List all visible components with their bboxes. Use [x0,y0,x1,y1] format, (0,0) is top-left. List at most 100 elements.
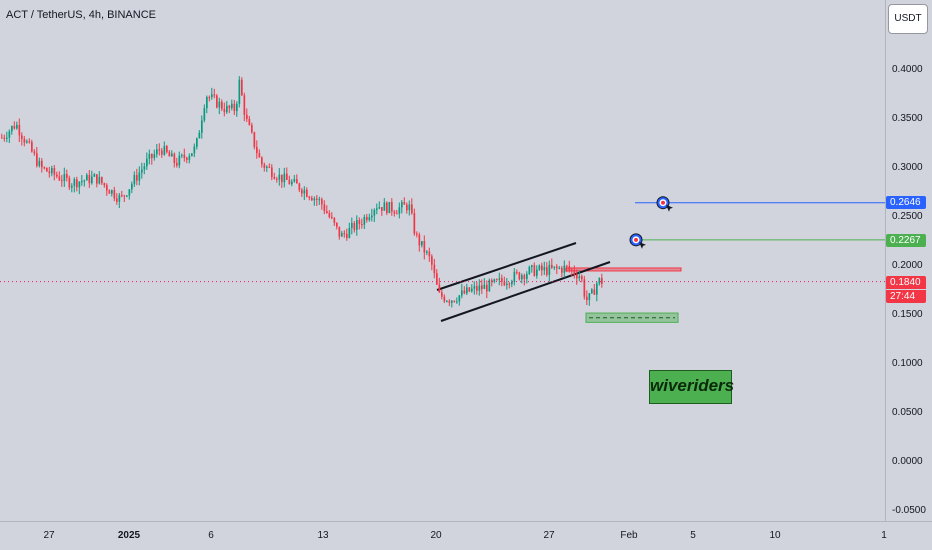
candle-body [56,174,58,177]
candle-body [431,256,433,265]
candle-body [83,180,86,182]
candle-body [246,114,248,119]
candle-body [293,179,296,182]
candle-body [288,179,291,185]
candle-body [38,160,41,166]
candle-body [456,301,458,303]
candle-body [258,153,261,158]
candle-body [381,207,383,211]
candle-body [568,266,571,270]
candle-body [378,207,381,209]
chart-title: ACT / TetherUS, 4h, BINANCE [6,9,156,21]
candle-body [158,149,161,151]
candle-body [406,204,408,211]
candle-body [601,277,603,284]
x-tick-label: 20 [430,530,442,541]
candle-body [141,169,143,173]
candle-body [388,202,391,214]
candle-body [301,189,303,194]
candle-body [493,279,496,282]
candle-body [31,142,33,152]
candle-body [461,290,463,296]
candle-body [418,234,421,246]
candle-body [313,198,316,201]
candle-body [108,190,111,194]
candle-body [476,286,478,291]
candle-body [508,283,511,285]
candle-body [416,233,418,235]
candle-body [403,202,406,205]
candle-body [513,271,516,282]
candle-body [478,285,481,291]
candle-body [78,181,81,188]
candle-body [488,280,491,292]
target-2-price-tag: 0.2646 [886,196,926,209]
candle-body [511,281,513,285]
candle-body [541,265,543,271]
candle-body [276,178,278,180]
x-tick-label: 6 [208,530,214,541]
candle-body [386,202,388,214]
currency-unit-button[interactable]: USDT [888,4,928,34]
candle-body [203,108,206,121]
candle-body [521,275,523,280]
candle-body [318,199,321,201]
candle-body [218,101,221,108]
candle-body [413,213,416,234]
candle-body [518,272,521,280]
candle-body [3,137,6,139]
candle-body [348,227,351,238]
candle-body [323,204,326,212]
candle-body [421,241,423,246]
candle-body [88,174,91,184]
candle-body [336,222,338,227]
price-axis-border [885,0,886,522]
candle-body [33,151,36,154]
candle-body [383,202,386,211]
candle-body [23,138,26,143]
candle-body [316,198,318,200]
candle-body [101,176,103,184]
wiveriders-watermark: wiveriders [649,370,734,404]
candle-body [548,264,551,275]
y-tick-label: 0.3500 [892,113,923,124]
candle-body [11,125,13,132]
y-tick-label: 0.1000 [892,358,923,369]
candle-body [356,220,358,230]
candle-body [498,278,501,280]
candle-body [123,195,126,197]
candle-body [273,177,276,179]
candle-body [281,174,283,183]
candle-body [596,283,598,295]
candle-body [13,125,16,129]
candle-body [243,95,246,115]
candle-body [263,164,266,168]
candle-body [223,108,226,113]
candle-body [391,202,393,212]
candle-body [321,199,323,205]
candle-body [561,267,563,273]
candle-body [558,267,561,269]
candle-body [526,273,528,279]
candle-body [143,166,146,170]
candle-body [411,204,413,214]
candle-body [171,153,173,157]
candle-body [593,289,596,295]
candle-body [398,207,401,214]
candle-body [366,216,368,221]
candle-body [178,155,181,166]
candle-body [556,266,558,269]
candle-body [423,241,426,253]
candle-body [156,149,158,155]
candle-body [573,270,576,275]
candle-body [231,103,233,109]
candle-body [373,209,376,216]
candle-body [483,284,486,290]
candle-body [111,190,113,194]
candle-body [486,284,488,292]
candle-body [363,216,366,225]
candle-body [496,279,498,281]
candle-body [41,160,43,168]
